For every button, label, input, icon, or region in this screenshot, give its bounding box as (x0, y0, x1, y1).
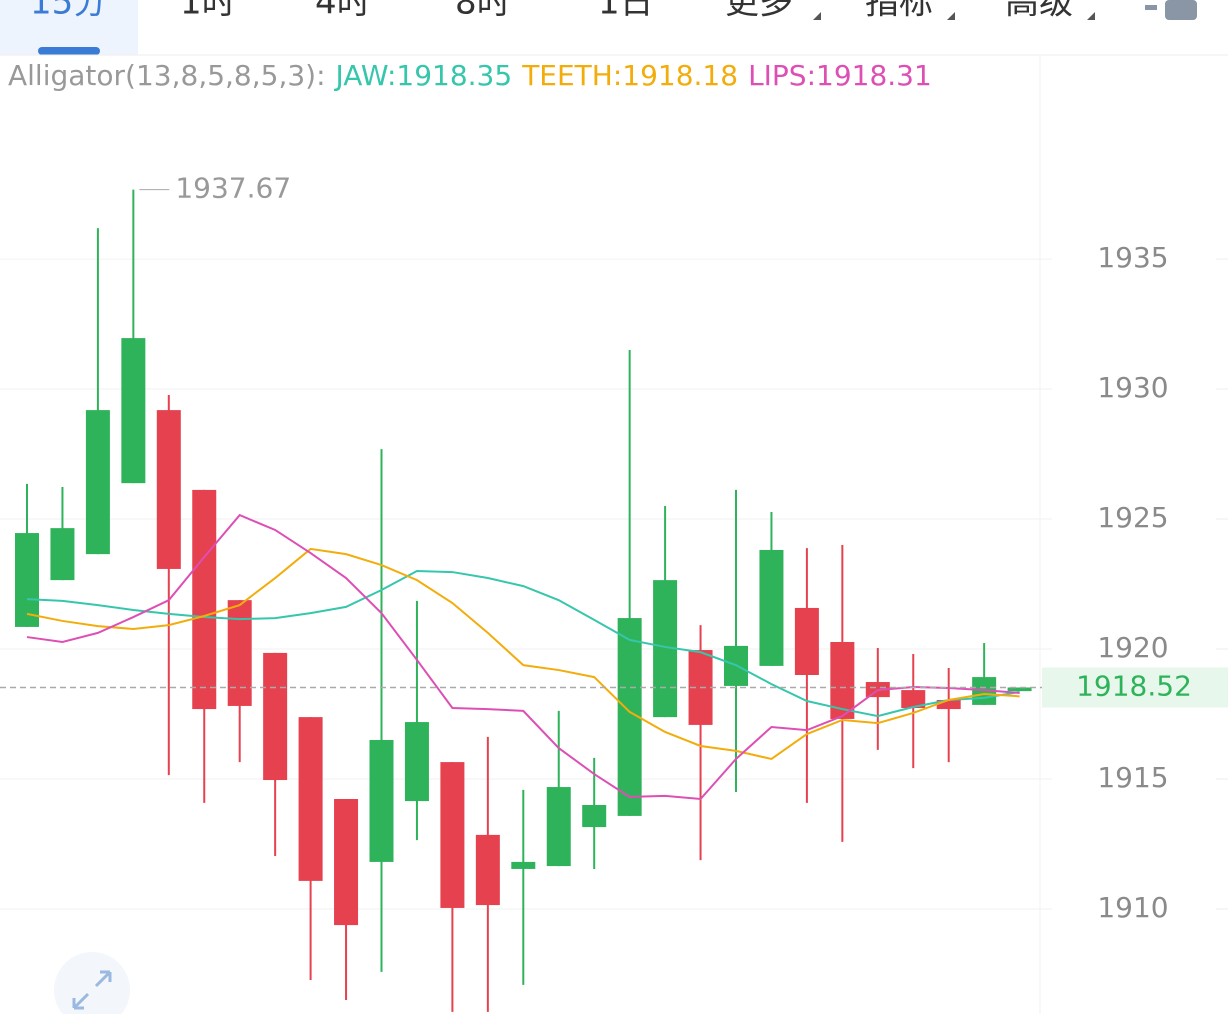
expand-arrows[interactable] (72, 970, 112, 1010)
indicator-line (26, 570, 1020, 718)
y-tick-label: 1930 (1097, 371, 1168, 404)
candle-body (50, 528, 75, 581)
tab[interactable]: 4时 (315, 0, 371, 23)
settings-dash (1145, 5, 1157, 10)
tab[interactable]: 1时 (180, 0, 236, 23)
candle-body (794, 607, 819, 676)
candle-body (901, 690, 926, 709)
candle-body (227, 600, 252, 706)
legend-item: JAW:1918.35 (334, 59, 513, 92)
high-label: 1937.67 (175, 172, 291, 205)
y-tick-label: 1920 (1097, 631, 1168, 664)
tab[interactable]: 更多 (725, 0, 793, 23)
indicator-legend: Alligator(13,8,5,8,5,3): JAW:1918.35 TEETH… (8, 59, 932, 92)
candle-body (85, 410, 110, 555)
tab[interactable]: 指标 (865, 0, 933, 23)
y-tick-label: 1910 (1097, 891, 1168, 924)
tab-caret (947, 12, 955, 20)
candle-body (759, 549, 784, 666)
price-label: 1918.52 (1076, 669, 1192, 702)
indicator-name: Alligator(13,8,5,8,5,3): (8, 59, 326, 92)
price-label-bg (1042, 667, 1228, 708)
candle-body (582, 804, 607, 828)
candle-body (546, 787, 571, 867)
y-tick-label: 1935 (1097, 241, 1168, 274)
candle-body (936, 699, 961, 710)
candle-body (475, 834, 500, 906)
active-tab-indicator (38, 47, 100, 55)
candle-body (830, 641, 855, 719)
candle-body (511, 861, 536, 869)
tab[interactable]: 1日 (598, 0, 654, 23)
candle-body (121, 338, 146, 484)
y-tick-label: 1915 (1097, 761, 1168, 794)
indicator-line (26, 513, 1020, 801)
candle-body (404, 722, 429, 802)
legend-item: TEETH:1918.18 (521, 59, 738, 92)
candle-body (156, 410, 181, 569)
candle-body (15, 533, 39, 627)
candle-body (192, 489, 217, 710)
y-tick-label: 1925 (1097, 501, 1168, 534)
candle-body (298, 717, 323, 881)
expand-icon[interactable] (54, 952, 130, 1014)
candle-body (440, 762, 465, 908)
indicator-line (26, 547, 1020, 761)
tab[interactable]: 高级 (1005, 0, 1073, 23)
expand-bg[interactable] (54, 952, 130, 1014)
tab-caret (1087, 12, 1095, 20)
candle-body (1007, 687, 1032, 692)
legend-item: LIPS:1918.31 (748, 59, 932, 92)
tab-caret (813, 12, 821, 20)
candle-body (334, 799, 359, 926)
active-tab-bg (0, 0, 138, 55)
settings-icon[interactable] (1165, 0, 1197, 20)
candle-body (369, 740, 394, 862)
tab[interactable]: 8时 (455, 0, 511, 23)
candle-body (263, 652, 288, 781)
tab[interactable]: 15分 (30, 0, 107, 23)
